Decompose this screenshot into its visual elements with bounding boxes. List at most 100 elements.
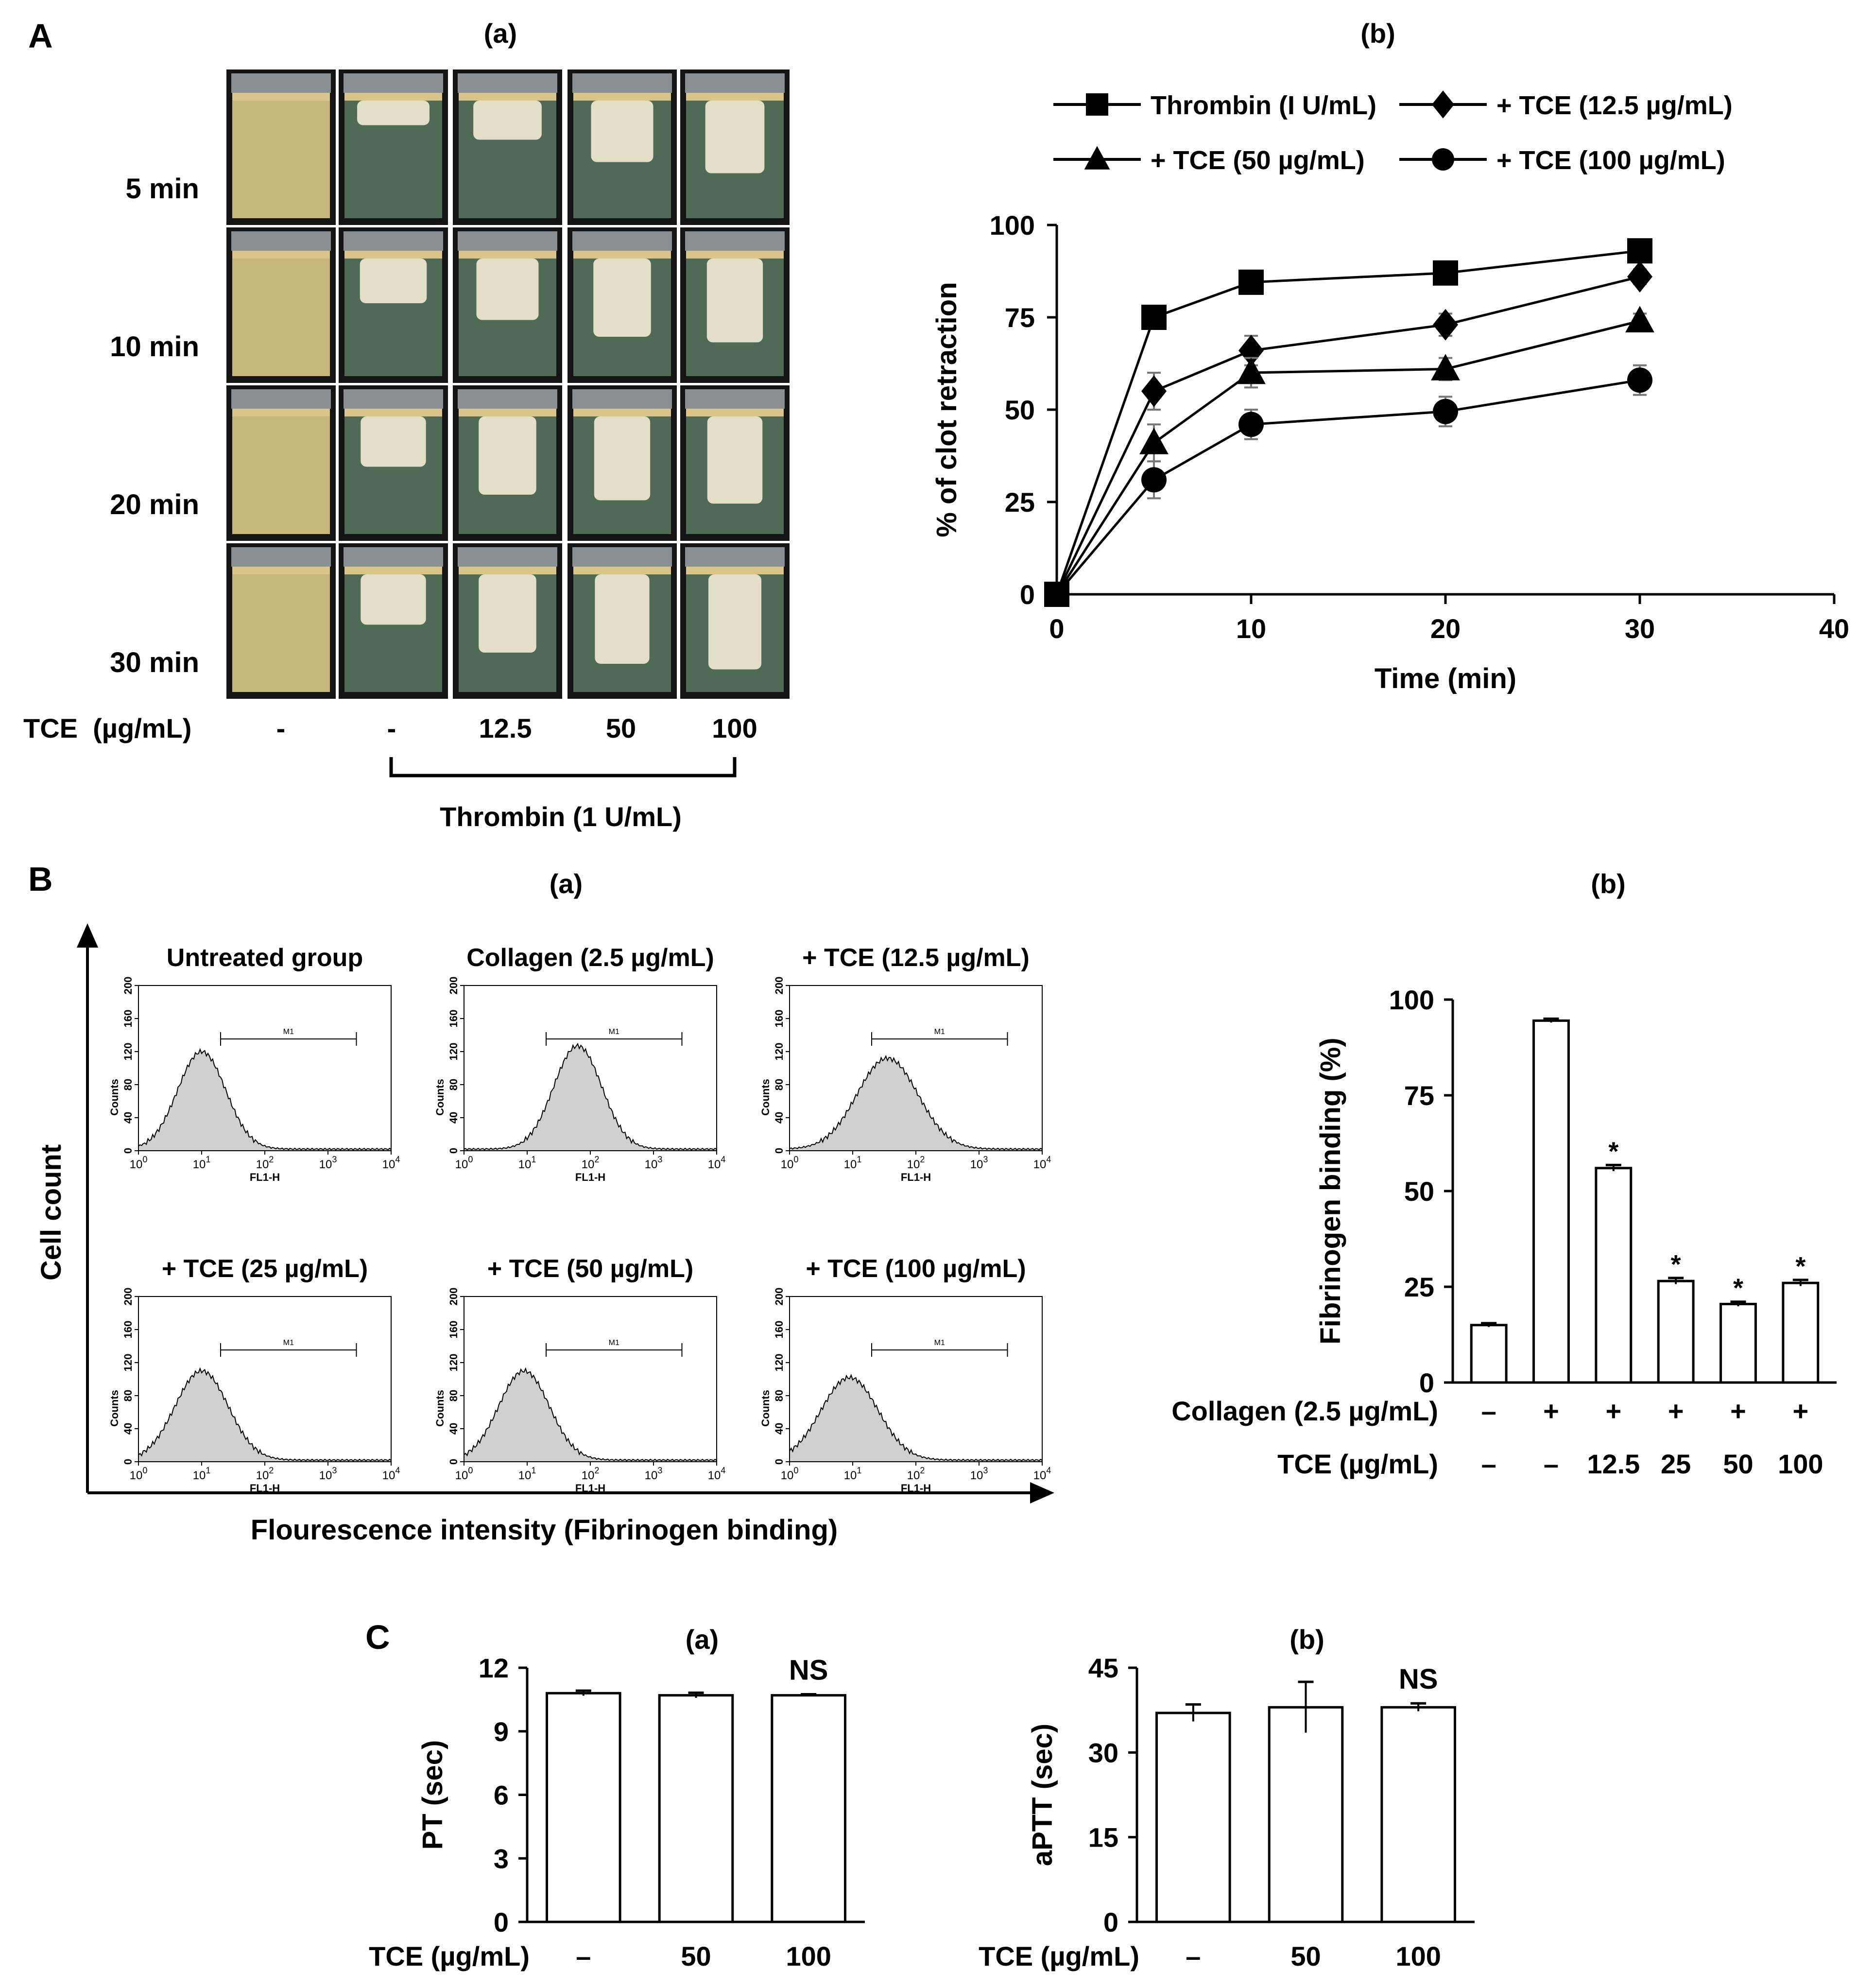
y-tick-label: 30 bbox=[1088, 1737, 1118, 1768]
hist-x-tick-label: 102 bbox=[256, 1155, 274, 1171]
vial-cap bbox=[458, 389, 557, 409]
hist-x-tick-exponent: 1 bbox=[531, 1155, 536, 1164]
hist-x-tick-label: 101 bbox=[193, 1466, 211, 1482]
condition-label: + bbox=[1730, 1396, 1746, 1426]
histogram-curve bbox=[138, 1048, 392, 1151]
hist-x-tick-exponent: 0 bbox=[793, 1155, 798, 1164]
panel-b-letter: B bbox=[28, 860, 53, 898]
vial-meniscus bbox=[232, 567, 330, 574]
hist-x-tick-label: 104 bbox=[382, 1466, 400, 1482]
vial-cell bbox=[567, 385, 677, 541]
legend-marker bbox=[1432, 148, 1454, 171]
y-tick-label: 25 bbox=[1005, 487, 1035, 518]
hist-x-tick-label: 100 bbox=[781, 1155, 799, 1171]
hist-x-tick-exponent: 3 bbox=[983, 1155, 988, 1164]
legend-label: + TCE (100 µg/mL) bbox=[1496, 146, 1725, 175]
vial-meniscus bbox=[686, 93, 784, 101]
vial-cap bbox=[685, 73, 785, 93]
significance-mark: NS bbox=[789, 1654, 828, 1686]
condition-label: 12.5 bbox=[1587, 1449, 1640, 1479]
hist-x-tick-exponent: 0 bbox=[793, 1466, 798, 1475]
hist-y-tick-label: 80 bbox=[773, 1079, 785, 1090]
hist-y-tick-label: 120 bbox=[122, 1043, 134, 1061]
significance-mark: * bbox=[1733, 1274, 1743, 1303]
hist-y-label: Counts bbox=[108, 1079, 120, 1116]
condition-label: 100 bbox=[786, 1941, 831, 1971]
hist-x-tick-label: 104 bbox=[1033, 1155, 1051, 1171]
panel-b-a-title: (a) bbox=[550, 868, 583, 899]
hist-x-tick-label: 101 bbox=[844, 1155, 862, 1171]
hist-x-tick-exponent: 1 bbox=[857, 1466, 861, 1475]
hist-x-tick-exponent: 3 bbox=[332, 1466, 337, 1475]
dose-labels: - - 12.5 50 100 bbox=[276, 713, 757, 743]
data-point bbox=[1141, 375, 1167, 407]
significance-mark: * bbox=[1608, 1137, 1618, 1166]
dose-label: 50 bbox=[606, 713, 636, 743]
cell-count-label: Cell count bbox=[35, 1144, 67, 1280]
vial-cell bbox=[567, 543, 677, 699]
data-point bbox=[1237, 357, 1266, 384]
gate-label: M1 bbox=[934, 1339, 945, 1347]
y-tick-label: 100 bbox=[1389, 985, 1434, 1015]
vial-clot bbox=[361, 416, 426, 467]
fibrinogen-binding-bar-chart: 0 25 50 75 100 Fibrinogen binding (%) – – + – * +12… bbox=[1171, 985, 1837, 1479]
bar bbox=[1532, 1019, 1570, 1384]
hist-x-tick-exponent: 2 bbox=[594, 1155, 599, 1164]
hist-x-tick-label: 101 bbox=[844, 1466, 862, 1482]
vial-clot bbox=[360, 259, 427, 303]
vial-cap bbox=[572, 231, 672, 251]
hist-y-tick-label: 120 bbox=[773, 1043, 785, 1061]
x-tick-label: 20 bbox=[1430, 613, 1461, 644]
condition-label: 50 bbox=[1723, 1449, 1753, 1479]
vial-meniscus bbox=[459, 409, 556, 416]
vial-clot bbox=[479, 574, 536, 653]
hist-y-label: Counts bbox=[759, 1079, 772, 1116]
hist-x-tick-label: 103 bbox=[645, 1466, 663, 1482]
hist-x-tick-exponent: 0 bbox=[142, 1155, 147, 1164]
panel-a-b-title: (b) bbox=[1360, 18, 1395, 49]
hist-x-tick-label: 102 bbox=[907, 1466, 925, 1482]
y-tick-label: 75 bbox=[1404, 1080, 1434, 1111]
hist-y-tick-label: 160 bbox=[773, 1010, 785, 1028]
hist-y-tick-label: 120 bbox=[447, 1354, 460, 1372]
hist-y-label: Counts bbox=[108, 1390, 120, 1427]
significance-mark: * bbox=[1671, 1250, 1681, 1279]
bar bbox=[1782, 1281, 1820, 1384]
vial-cap bbox=[685, 231, 785, 251]
x-tick-label: 30 bbox=[1625, 613, 1655, 644]
hist-x-tick-label: 104 bbox=[382, 1155, 400, 1171]
hist-x-tick-label: 100 bbox=[781, 1466, 799, 1482]
data-point bbox=[1627, 260, 1652, 293]
bar bbox=[1268, 1706, 1344, 1923]
time-row-labels: 5 min 10 min 20 min 30 min bbox=[110, 173, 199, 678]
vial-cap bbox=[344, 547, 443, 567]
hist-y-tick-label: 0 bbox=[122, 1459, 134, 1465]
hist-x-tick-label: 103 bbox=[319, 1466, 337, 1482]
hist-x-tick-label: 103 bbox=[970, 1155, 988, 1171]
y-axis-title: Fibrinogen binding (%) bbox=[1315, 1037, 1346, 1344]
significance-mark: NS bbox=[1399, 1663, 1438, 1695]
hist-x-tick-label: 103 bbox=[645, 1155, 663, 1171]
hist-y-tick-label: 40 bbox=[773, 1423, 785, 1435]
hist-y-tick-label: 80 bbox=[122, 1390, 134, 1401]
gate-label: M1 bbox=[609, 1028, 619, 1036]
y-tick-label: 0 bbox=[1419, 1367, 1434, 1398]
bar bbox=[546, 1692, 621, 1923]
histogram-plot: + TCE (100 µg/mL)04080120160200Counts100… bbox=[759, 1255, 1051, 1494]
hist-x-label: FL1-H bbox=[901, 1482, 931, 1494]
vial-clot bbox=[708, 574, 762, 670]
gate-label: M1 bbox=[934, 1028, 945, 1036]
condition-label: + bbox=[1668, 1396, 1684, 1426]
histogram-plot: Collagen (2.5 µg/mL)04080120160200Counts… bbox=[434, 944, 725, 1183]
condition-label: + bbox=[1543, 1396, 1559, 1426]
legend-label: Thrombin (I U/mL) bbox=[1151, 91, 1376, 120]
gate-label: M1 bbox=[283, 1028, 294, 1036]
vial-cell bbox=[226, 227, 336, 383]
fluorescence-arrowhead bbox=[1030, 1482, 1054, 1504]
vial-cell bbox=[567, 69, 677, 225]
panel-b-b-title: (b) bbox=[1591, 868, 1626, 899]
y-tick-label: 50 bbox=[1404, 1176, 1434, 1207]
dose-label: 100 bbox=[712, 713, 757, 743]
hist-x-tick-exponent: 1 bbox=[857, 1155, 861, 1164]
